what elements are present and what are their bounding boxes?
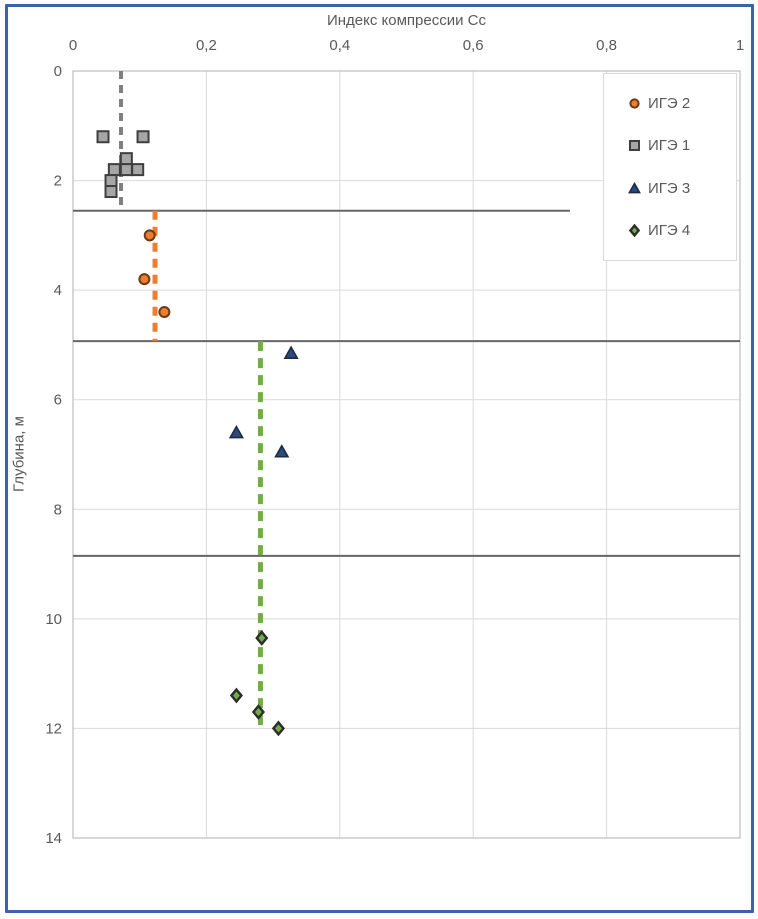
diamond-marker-icon: [628, 224, 641, 238]
x-tick-label: 0,2: [196, 37, 217, 54]
plot-border: [72, 70, 741, 839]
y-tick-label: 2: [54, 173, 62, 190]
data-point-triangle: [628, 181, 641, 194]
data-point-diamond: [229, 687, 243, 704]
data-point-square: [136, 130, 150, 144]
y-tick-label: 12: [45, 720, 62, 737]
legend-item-ige3: ИГЭ 3: [604, 180, 736, 197]
data-point-circle: [138, 273, 151, 286]
y-tick-label: 4: [54, 282, 62, 299]
y-tick-label: 0: [54, 63, 62, 80]
data-point-square: [96, 130, 110, 144]
y-tick-label: 6: [54, 392, 62, 409]
data-point-square: [119, 163, 133, 177]
data-point-square: [119, 152, 133, 166]
data-point-square: [104, 174, 118, 188]
circle-marker-icon: [629, 98, 640, 109]
legend-item-ige4: ИГЭ 4: [604, 222, 736, 239]
legend-label: ИГЭ 2: [648, 94, 691, 112]
triangle-marker-icon: [628, 181, 641, 194]
x-tick-label: 0: [69, 37, 77, 54]
data-point-circle: [629, 98, 640, 109]
legend-label: ИГЭ 4: [648, 222, 691, 240]
data-point-triangle: [283, 345, 299, 359]
data-point-square: [131, 163, 145, 177]
y-tick-label: 14: [45, 830, 62, 847]
legend-box: ИГЭ 2 ИГЭ 1 ИГЭ 3 ИГЭ 4: [603, 73, 737, 261]
data-point-circle: [158, 306, 171, 319]
data-point-triangle: [274, 444, 290, 458]
x-tick-label: 0,6: [463, 37, 484, 54]
data-point-square: [107, 163, 121, 177]
square-marker-icon: [628, 140, 641, 152]
x-tick-label: 0,8: [596, 37, 617, 54]
x-tick-label: 0,4: [329, 37, 350, 54]
data-point-triangle: [228, 424, 244, 439]
legend-item-ige2: ИГЭ 2: [604, 95, 736, 112]
y-tick-label: 8: [54, 501, 62, 518]
data-point-diamond: [628, 224, 641, 238]
legend-label: ИГЭ 3: [648, 179, 691, 197]
data-point-diamond: [255, 630, 269, 646]
y-tick-label: 10: [45, 611, 62, 628]
data-point-circle: [143, 229, 156, 242]
data-point-square: [628, 140, 641, 152]
legend-item-ige1: ИГЭ 1: [604, 137, 736, 154]
data-point-diamond: [251, 704, 265, 720]
x-axis-title: Индекс компрессии Сс: [326, 12, 486, 29]
data-point-square: [104, 185, 118, 199]
legend-label: ИГЭ 1: [648, 137, 691, 155]
x-tick-label: 1: [736, 37, 744, 54]
data-point-diamond: [271, 720, 285, 737]
